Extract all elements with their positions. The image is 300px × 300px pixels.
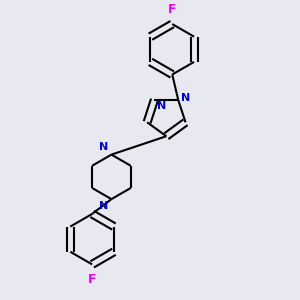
Text: N: N bbox=[99, 201, 109, 211]
Text: F: F bbox=[168, 3, 176, 16]
Text: F: F bbox=[88, 273, 96, 286]
Text: N: N bbox=[99, 142, 109, 152]
Text: N: N bbox=[181, 93, 190, 103]
Text: N: N bbox=[158, 101, 167, 111]
